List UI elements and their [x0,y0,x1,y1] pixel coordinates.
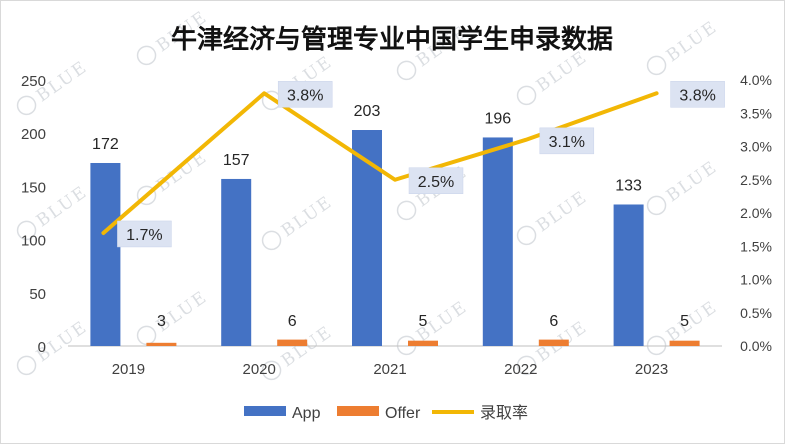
rate-label: 3.1% [549,134,585,151]
watermark-seal [396,335,417,356]
bar-value-label: 6 [549,313,558,330]
y-left-tick-label: 150 [21,179,46,196]
bar-value-label: 3 [157,313,166,330]
y-right-tick-labels: 0.0% 0.5% 1.0% 1.5% 2.0% 2.5% 3.0% 3.5% 4.0% [740,72,772,354]
rate-label-box [670,81,725,108]
rate-label: 1.7% [126,227,162,244]
bar-offer [669,340,700,346]
x-tick-labels: 2019 2020 2021 2022 2023 [112,361,669,378]
legend-label: 录取率 [480,404,528,422]
watermark-seal [516,355,537,376]
y-right-tick-label: 2.5% [740,172,772,188]
bar-app [482,137,513,346]
watermark-seal [646,195,667,216]
y-right-tick-label: 1.0% [740,272,772,288]
legend-label: App [292,405,321,422]
x-tick-label: 2019 [112,361,145,378]
watermark-seal [136,45,157,66]
watermark-seal [16,355,37,376]
legend-swatch-app [244,406,286,416]
bar-value-label: 5 [419,313,428,330]
rate-line-series: 1.7% 3.8% 2.5% 3.1% 3.8% [101,81,725,248]
watermark-seal [646,55,667,76]
watermark-seal [646,335,667,356]
x-tick-label: 2020 [243,361,276,378]
x-tick-label: 2023 [635,361,668,378]
y-right-tick-label: 1.5% [740,238,772,254]
bar-offer [538,339,569,346]
y-left-tick-label: 0 [38,339,46,356]
y-right-tick-label: 4.0% [740,72,772,88]
legend-label: Offer [385,405,421,422]
bar-app [613,204,644,346]
bar-value-label: 157 [223,152,250,169]
legend-swatch-offer [337,406,379,416]
bar-offer [277,339,308,346]
x-tick-label: 2022 [504,361,537,378]
y-right-tick-label: 3.5% [740,105,772,121]
watermark-seal [136,325,157,346]
watermark-seal [396,60,417,81]
rate-label-box [117,220,172,248]
y-right-tick-label: 0.0% [740,338,772,354]
watermark-seal [516,225,537,246]
watermark-seal [396,200,417,221]
bar-value-label: 203 [354,103,381,120]
watermark-seal [261,360,282,381]
watermark-seal [16,95,37,116]
bar-value-label: 172 [92,136,119,153]
watermark-seal [516,85,537,106]
bar-value-label: 5 [680,313,689,330]
bar-app [221,178,252,346]
chart-title: 牛津经济与管理专业中国学生申录数据 [171,24,613,55]
legend: App Offer 录取率 [244,404,528,422]
rate-label-box [408,167,464,194]
y-left-tick-label: 200 [21,126,46,143]
bar-series: 172 157 203 196 133 3 6 5 6 5 [90,103,700,346]
y-right-tick-label: 3.0% [740,139,772,155]
rate-label: 3.8% [679,87,715,104]
rate-label: 3.8% [287,87,323,104]
watermark-seal [261,230,282,251]
bar-value-label: 6 [288,313,297,330]
y-right-tick-label: 0.5% [740,305,772,321]
rate-label-box [277,81,333,108]
bar-value-label: 133 [615,177,642,194]
watermark-seal [16,220,37,241]
bar-offer [408,340,438,346]
y-left-tick-label: 250 [21,73,46,90]
y-left-tick-label: 50 [29,286,46,303]
y-left-tick-labels: 0 50 100 150 200 250 [21,73,46,356]
bar-offer [146,342,177,346]
x-tick-label: 2021 [373,361,406,378]
y-left-tick-label: 100 [21,233,46,250]
rate-label: 2.5% [418,174,454,191]
rate-label-box [539,127,595,155]
bar-app [90,162,121,346]
y-right-tick-label: 2.0% [740,205,772,221]
bar-value-label: 196 [484,110,511,127]
